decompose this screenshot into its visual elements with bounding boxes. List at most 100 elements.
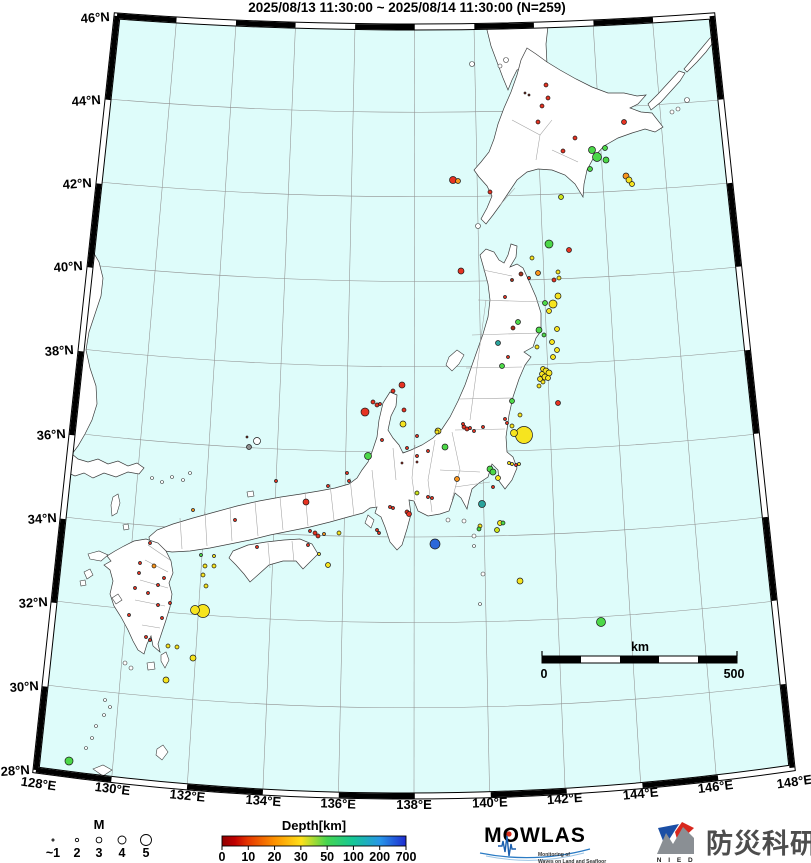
lat-label: 44°N	[71, 92, 101, 109]
lon-label: 130°E	[94, 779, 131, 798]
quake-marker	[472, 429, 476, 433]
lon-label: 142°E	[546, 790, 583, 807]
awaji-island	[364, 514, 375, 529]
quake-marker	[190, 605, 200, 615]
quake-marker	[414, 490, 420, 496]
figure-title: 2025/08/13 11:30:00 ~ 2025/08/14 11:30:0…	[248, 0, 566, 15]
quake-marker	[151, 563, 157, 569]
colorbar-tick-label: 20	[268, 850, 282, 863]
quake-marker	[546, 308, 552, 314]
quake-marker	[587, 166, 593, 172]
quake-marker	[146, 591, 150, 595]
lat-label: 40°N	[53, 258, 83, 275]
quake-marker	[199, 553, 203, 557]
quake-marker	[543, 82, 549, 88]
quake-marker	[554, 326, 560, 332]
nied-gray-mountain-icon	[657, 827, 694, 854]
quake-marker	[399, 420, 407, 428]
quake-marker	[625, 176, 633, 184]
oki-island	[246, 490, 255, 498]
mowlas-red-dot-icon	[506, 831, 512, 837]
quake-marker	[505, 421, 509, 425]
quake-marker	[138, 561, 142, 565]
scale-bar-start: 0	[541, 667, 548, 681]
quake-marker	[212, 554, 216, 558]
okinawa-area-island	[92, 764, 113, 777]
quake-marker	[457, 267, 465, 275]
quake-marker	[596, 617, 606, 627]
quake-marker	[503, 417, 507, 421]
quake-marker	[489, 468, 497, 476]
quake-marker	[200, 572, 206, 578]
nied-logo: N I E D 防災科研	[657, 822, 811, 863]
quake-marker	[162, 676, 170, 684]
depth-legend: Depth[km] 0 10 20 30 50 100 200 700	[219, 818, 417, 863]
depth-legend-title: Depth[km]	[282, 818, 346, 833]
scale-bar: km 0 500	[541, 640, 745, 681]
quake-marker	[514, 463, 518, 467]
lon-label: 148°E	[776, 772, 811, 792]
quake-marker	[527, 93, 531, 97]
lon-label: 136°E	[320, 795, 356, 811]
quake-marker	[137, 571, 141, 575]
quake-marker	[336, 530, 342, 536]
quake-marker	[551, 277, 557, 283]
mowlas-subtitle-1: Monitoring of	[538, 852, 570, 858]
quake-marker	[345, 471, 349, 475]
quake-marker	[495, 475, 501, 481]
quake-marker	[429, 538, 441, 550]
depth-colorbar-ticks	[221, 846, 407, 850]
quake-marker	[516, 577, 524, 585]
quake-marker	[515, 426, 533, 444]
quake-marker	[233, 518, 237, 522]
magnitude-legend-labels: ~1 2 3 4 5	[46, 846, 150, 860]
quake-marker	[544, 239, 554, 249]
quake-marker	[499, 363, 505, 369]
quake-marker	[545, 95, 551, 101]
quake-marker	[405, 446, 409, 450]
iki-island	[122, 523, 130, 531]
quake-marker	[426, 449, 430, 453]
lat-label: 42°N	[62, 175, 92, 192]
nied-letters: N I E D	[657, 857, 695, 863]
hokkaido-coast	[473, 47, 664, 225]
quake-marker	[629, 181, 635, 187]
quake-marker	[322, 532, 326, 536]
lat-label: 38°N	[44, 342, 74, 359]
frame-top	[116, 13, 713, 30]
quake-marker	[509, 398, 515, 404]
quake-marker	[360, 407, 370, 417]
depth-colorbar-labels: 0 10 20 30 50 100 200 700	[219, 850, 417, 863]
depth-colorbar	[221, 835, 407, 847]
magnitude-legend-label: 4	[119, 846, 126, 860]
mowlas-swoosh	[479, 848, 591, 859]
lat-label: 36°N	[36, 426, 66, 443]
quake-marker	[494, 527, 500, 533]
quake-marker	[380, 438, 384, 442]
quake-marker	[478, 500, 486, 508]
colorbar-tick-label: 700	[396, 850, 417, 863]
magnitude-legend-label: 3	[96, 846, 103, 860]
quake-marker	[168, 601, 172, 605]
lon-label: 134°E	[245, 792, 282, 809]
quake-marker	[165, 643, 171, 649]
quake-marker	[430, 496, 434, 500]
frame-right	[709, 15, 795, 769]
quake-marker	[390, 388, 396, 394]
quake-marker	[555, 400, 561, 406]
nied-kanji-text: 防災科研	[706, 829, 811, 859]
quake-marker	[510, 325, 516, 331]
quake-marker	[317, 552, 321, 556]
quake-marker	[509, 423, 515, 429]
quake-marker	[540, 379, 546, 385]
quake-marker	[518, 271, 524, 277]
prefecture-borders	[134, 119, 579, 629]
colorbar-tick-label: 10	[241, 850, 255, 863]
quake-marker	[523, 91, 527, 95]
quake-marker	[535, 270, 541, 276]
goto-island	[83, 568, 94, 580]
quake-marker	[535, 326, 543, 334]
quake-marker	[378, 402, 382, 406]
earthquake-markers	[64, 82, 635, 766]
